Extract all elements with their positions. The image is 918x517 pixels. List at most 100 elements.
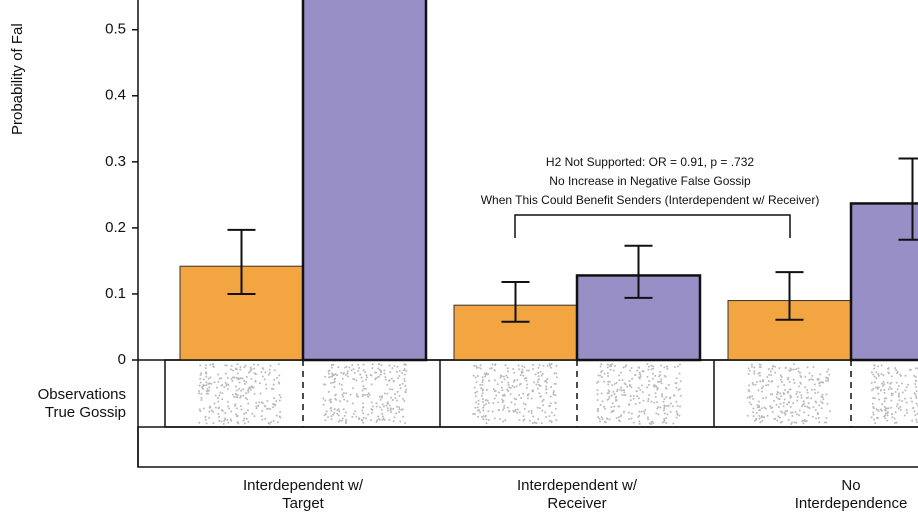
dot [226, 383, 229, 386]
dot [660, 392, 663, 395]
dot [386, 384, 389, 387]
dot [758, 417, 761, 420]
dot [260, 415, 263, 418]
dot [487, 373, 490, 376]
dot [367, 392, 370, 395]
dot [769, 370, 772, 373]
dot [647, 368, 650, 371]
dot [344, 422, 347, 425]
dot [205, 384, 208, 387]
dot [328, 399, 331, 402]
dot [494, 363, 497, 366]
dot [199, 381, 202, 384]
dot [517, 364, 520, 367]
x-tick-label: No [841, 477, 860, 494]
dot [773, 399, 776, 402]
dot [236, 414, 239, 417]
dot [757, 372, 760, 375]
dot [915, 402, 918, 405]
dot [212, 363, 215, 366]
dot [822, 398, 825, 401]
x-tick-label: Interdependent w/ [243, 477, 364, 494]
dot [388, 379, 391, 382]
dot [515, 385, 518, 388]
dot [255, 407, 258, 410]
dot [648, 422, 651, 425]
error-bar [501, 281, 530, 323]
dot [647, 397, 650, 400]
dot [752, 397, 755, 400]
dot [780, 395, 783, 398]
dot [526, 397, 529, 400]
dot [390, 377, 393, 380]
dot [905, 409, 908, 412]
dot [793, 421, 796, 424]
dot [797, 385, 800, 388]
dot [913, 374, 916, 377]
dot [637, 416, 640, 419]
dot [342, 408, 345, 411]
dot [370, 383, 373, 386]
dot [911, 419, 914, 422]
dot [236, 363, 239, 366]
dot [901, 391, 904, 394]
dot [797, 370, 800, 373]
dot [258, 401, 261, 404]
dot [802, 422, 805, 425]
dot [777, 385, 780, 388]
dot [826, 370, 829, 373]
dot [769, 393, 772, 396]
dot [783, 398, 786, 401]
dot [403, 380, 406, 383]
dot [333, 408, 336, 411]
dot [213, 402, 216, 405]
error-bar [898, 157, 918, 241]
dot [870, 371, 873, 374]
dot [549, 402, 552, 405]
dot [482, 406, 485, 409]
dot [362, 406, 365, 409]
dot [491, 410, 494, 413]
dot [252, 386, 255, 389]
dot [554, 407, 557, 410]
dot [250, 385, 253, 388]
dot [553, 414, 556, 417]
dot [647, 365, 650, 368]
dot [625, 364, 628, 367]
dot [600, 371, 603, 374]
dot [530, 409, 533, 412]
dot [764, 407, 767, 410]
dot [383, 369, 386, 372]
dot [626, 385, 629, 388]
dot [327, 376, 330, 379]
dot [475, 366, 478, 369]
dot [386, 409, 389, 412]
dot [895, 369, 898, 372]
dot [323, 383, 326, 386]
dot [629, 399, 632, 402]
dot [355, 393, 358, 396]
dot [606, 417, 609, 420]
dot [266, 408, 269, 411]
dot [388, 364, 391, 367]
dot [628, 380, 631, 383]
dot [596, 398, 599, 401]
dot [360, 418, 363, 421]
dot [371, 408, 374, 411]
dot [239, 366, 242, 369]
dot [322, 397, 325, 400]
dot [248, 371, 251, 374]
dot [906, 411, 909, 414]
dot [755, 380, 758, 383]
dot [550, 421, 553, 424]
dot [204, 418, 207, 421]
dot [650, 368, 653, 371]
dot [511, 384, 514, 387]
dot [608, 418, 611, 421]
dot [497, 391, 500, 394]
dot [771, 365, 774, 368]
dot [656, 381, 659, 384]
dot [485, 389, 488, 392]
dot [663, 417, 666, 420]
dot [555, 376, 558, 379]
